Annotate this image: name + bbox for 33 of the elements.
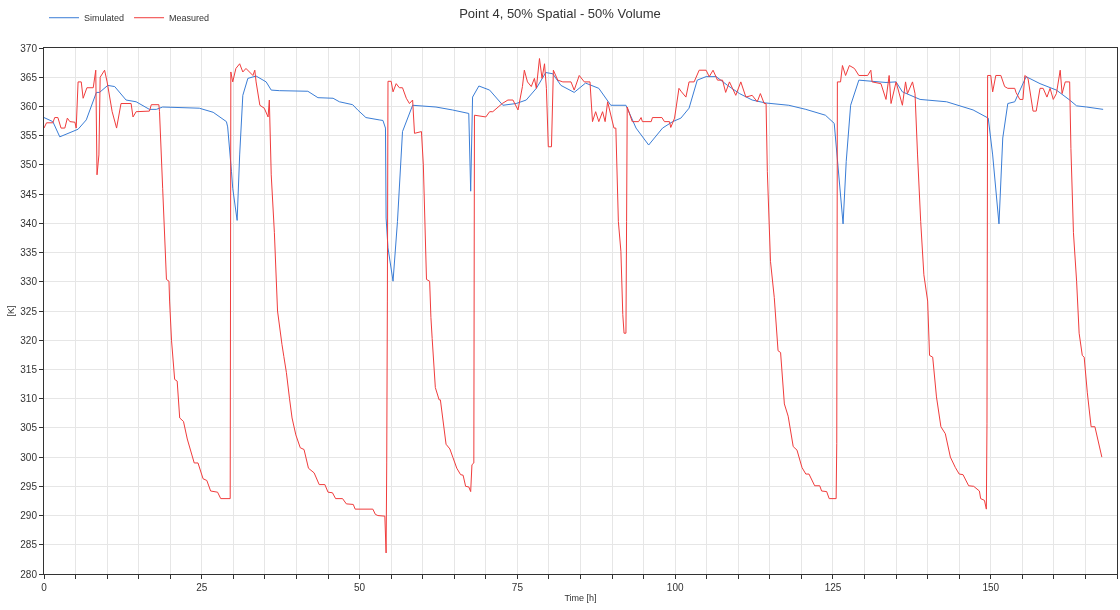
y-tick-label: 280 [20,568,38,580]
y-axis-title: [K] [5,305,16,317]
y-tick-label: 320 [20,334,38,346]
x-tick-label: 100 [666,582,684,593]
x-tick-label: 75 [511,582,524,593]
line-series [44,72,1104,282]
line-series [44,58,1103,554]
y-tick-label: 290 [20,510,38,522]
y-tick-label: 300 [20,451,38,463]
legend-label: Simulated [84,13,125,24]
x-tick-label: 25 [196,582,208,593]
y-tick-label: 335 [20,247,38,259]
legend-label: Measured [169,13,210,24]
y-tick-label: 305 [20,422,38,434]
x-tick-label: 125 [824,582,842,593]
y-tick-label: 365 [20,71,38,83]
y-tick-label: 345 [20,188,38,200]
y-tick-label: 295 [20,480,38,492]
chart-title: Point 4, 50% Spatial - 50% Volume [459,6,661,22]
y-tick-label: 340 [20,217,38,229]
x-tick-label: 0 [41,582,48,593]
x-tick-label: 150 [982,582,1000,593]
y-tick-label: 325 [20,305,38,317]
y-tick-label: 370 [20,42,38,54]
y-tick-label: 360 [20,100,38,112]
x-tick-label: 50 [354,582,366,593]
y-tick-label: 330 [20,276,38,288]
y-tick-label: 315 [20,363,38,375]
x-axis-title: Time [h] [564,592,597,603]
y-tick-label: 285 [20,539,38,551]
y-tick-label: 350 [20,159,38,171]
y-tick-label: 355 [20,130,38,142]
y-tick-label: 310 [20,393,38,405]
